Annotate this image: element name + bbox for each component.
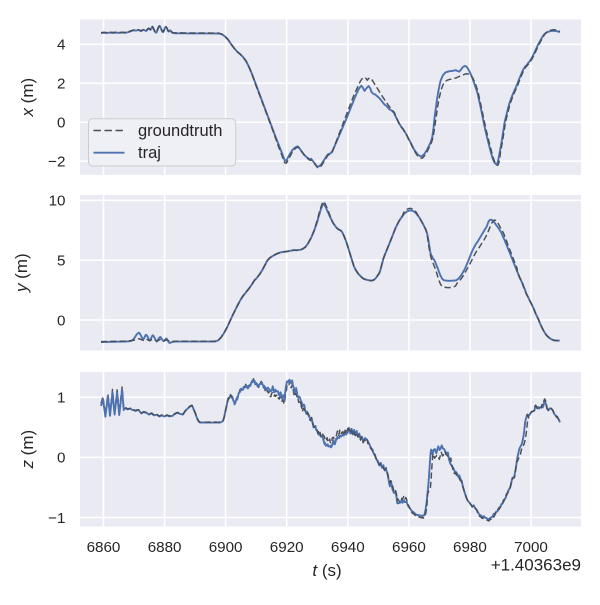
svg-text:6940: 6940 [331,539,365,556]
svg-text:10: 10 [49,193,66,210]
svg-text:traj: traj [138,144,161,162]
svg-text:0: 0 [57,115,65,132]
svg-text:4: 4 [57,37,65,54]
svg-text:6960: 6960 [392,539,426,556]
svg-text:6920: 6920 [270,539,304,556]
svg-text:6860: 6860 [87,539,121,556]
svg-text:t (s): t (s) [312,561,341,580]
svg-text:2: 2 [57,76,65,93]
svg-text:1: 1 [57,390,65,407]
svg-text:+1.40363e9: +1.40363e9 [491,556,581,575]
svg-text:6900: 6900 [209,539,243,556]
svg-text:z (m): z (m) [18,430,37,470]
svg-text:7000: 7000 [514,539,548,556]
svg-text:0: 0 [57,312,65,329]
svg-text:−2: −2 [48,153,65,170]
svg-text:y (m): y (m) [12,253,31,293]
svg-text:−1: −1 [48,510,65,527]
svg-text:x (m): x (m) [18,78,37,118]
svg-text:5: 5 [57,253,65,270]
svg-text:0: 0 [57,450,65,467]
svg-text:6980: 6980 [453,539,487,556]
svg-text:groundtruth: groundtruth [138,122,222,140]
svg-text:6880: 6880 [148,539,182,556]
